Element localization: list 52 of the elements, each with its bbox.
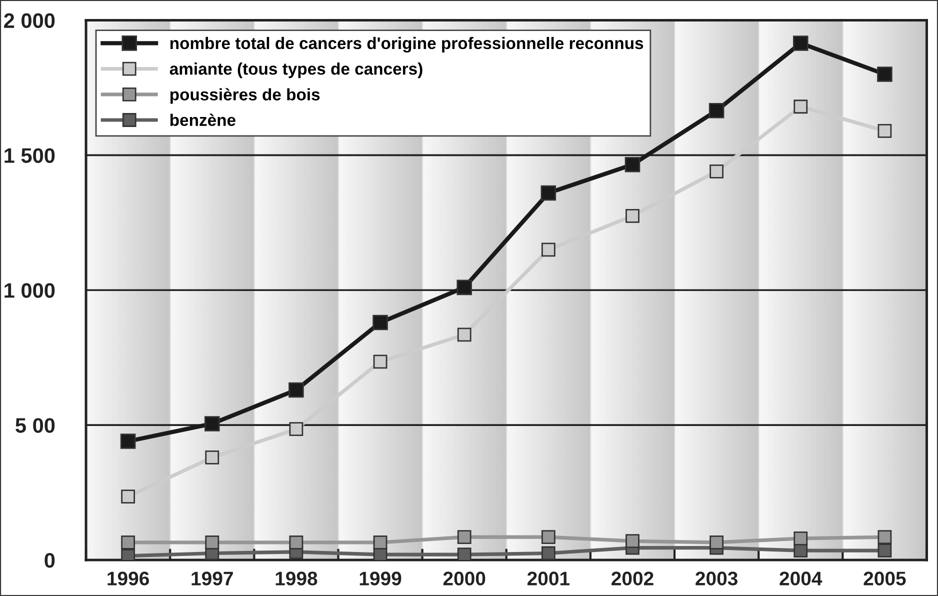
point — [541, 546, 556, 560]
point — [794, 531, 808, 546]
point — [120, 434, 136, 449]
y-tick-label: 2 000 — [4, 13, 55, 28]
point — [540, 185, 556, 201]
x-tick-label: 2002 — [612, 572, 654, 586]
legend-label: nombre total de cancers d'origine professionnelle reconnus — [170, 36, 644, 53]
legend-label: poussières de bois — [170, 88, 320, 104]
point — [373, 536, 388, 550]
point — [373, 354, 388, 369]
legend-label: benzène — [170, 114, 236, 126]
x-tick-label: 1998 — [276, 572, 318, 586]
point — [457, 548, 472, 560]
x-tick-label: 2005 — [864, 572, 906, 586]
point — [457, 530, 472, 544]
point — [878, 544, 892, 558]
point — [624, 157, 640, 172]
point — [456, 280, 472, 296]
point — [878, 124, 892, 138]
x-tick-label: 1999 — [360, 572, 402, 586]
point — [708, 103, 724, 118]
point — [205, 536, 220, 550]
point — [792, 36, 808, 51]
point — [289, 536, 304, 550]
x-tick-label: 2003 — [696, 572, 738, 586]
legend-label: amiante (tous types de cancers) — [170, 62, 422, 78]
point — [626, 208, 640, 223]
point — [794, 100, 808, 114]
point — [457, 328, 472, 342]
point — [289, 422, 304, 436]
point — [710, 164, 724, 178]
point — [288, 382, 304, 398]
point — [710, 536, 724, 550]
y-tick-label: 5 00 — [16, 418, 55, 433]
x-tick-label: 2001 — [527, 572, 570, 586]
y-tick-label: 1 000 — [4, 283, 55, 298]
y-tick-label: 1 500 — [4, 148, 55, 163]
point — [541, 242, 556, 257]
point — [877, 66, 892, 82]
y-tick-label: 0 — [44, 553, 55, 568]
point — [372, 314, 388, 330]
point — [205, 450, 220, 464]
point — [878, 530, 892, 544]
point — [204, 416, 220, 432]
x-tick-label: 1997 — [192, 572, 233, 586]
point — [541, 530, 556, 544]
x-tick-label: 2004 — [780, 572, 822, 586]
x-tick-label: 1996 — [108, 572, 149, 586]
point — [121, 536, 135, 550]
x-tick-label: 2000 — [443, 572, 486, 586]
point — [121, 490, 135, 504]
point — [626, 534, 640, 548]
